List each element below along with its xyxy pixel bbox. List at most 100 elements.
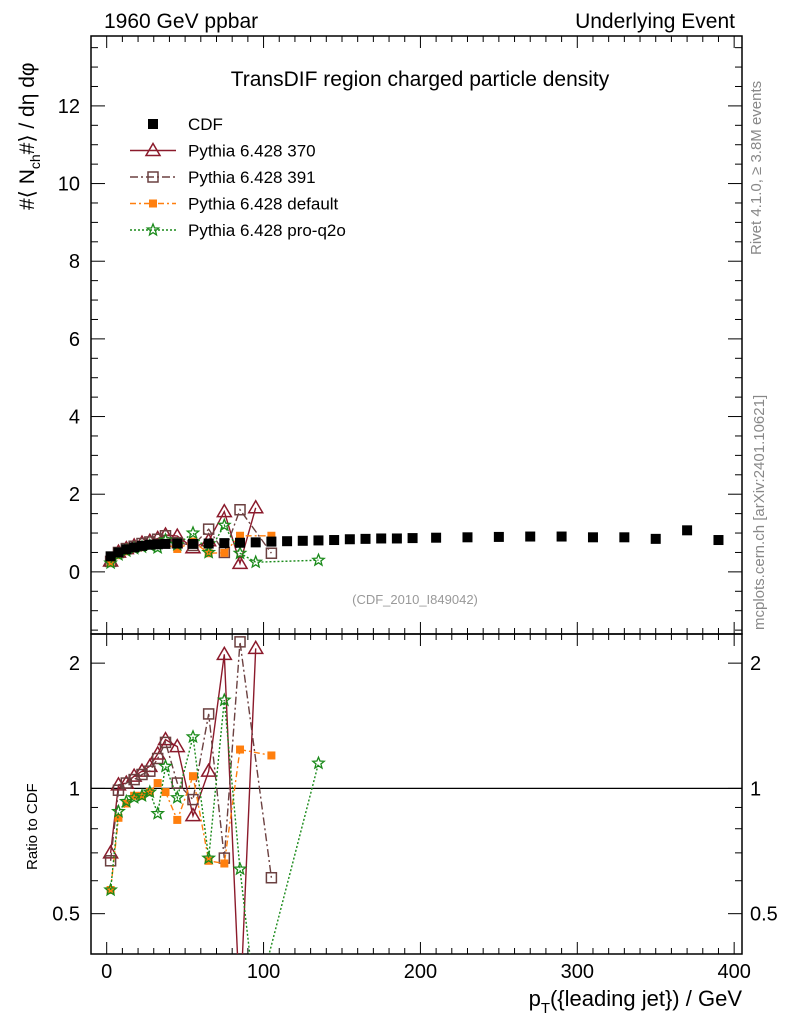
data-point xyxy=(136,540,147,551)
y-tick-label: 8 xyxy=(69,251,80,273)
ratio-plot-frame xyxy=(90,633,743,955)
data-point xyxy=(431,532,442,543)
data-point xyxy=(187,538,198,549)
y-tick-label: 6 xyxy=(69,329,80,351)
ratio-point xyxy=(169,789,185,804)
ratio-point xyxy=(265,871,278,884)
data-point xyxy=(493,531,504,542)
data-point xyxy=(587,532,598,543)
ratio-point xyxy=(153,779,162,788)
legend-label: CDF xyxy=(188,115,223,134)
data-point xyxy=(311,552,326,567)
ratio-point xyxy=(112,784,125,796)
ratio-point xyxy=(311,755,326,770)
data-point xyxy=(556,531,567,542)
y-tick-label: 4 xyxy=(69,407,80,429)
data-point xyxy=(160,538,171,549)
data-point xyxy=(201,544,217,559)
ratio-point xyxy=(130,791,139,800)
data-point xyxy=(391,533,402,544)
data-point xyxy=(360,533,371,544)
data-point xyxy=(234,503,246,516)
ratio-point xyxy=(120,777,133,789)
ratio-point xyxy=(267,751,276,760)
data-point xyxy=(219,538,230,549)
ratio-point xyxy=(188,772,197,781)
ratio-point xyxy=(234,636,246,648)
data-point xyxy=(216,503,233,518)
data-point xyxy=(329,535,340,546)
legend-item: Pythia 6.428 default xyxy=(130,195,339,214)
x-tick-label: 400 xyxy=(717,961,750,983)
data-point xyxy=(113,547,124,558)
header-left-label: 1960 GeV ppbar xyxy=(104,10,258,33)
ratio-point xyxy=(134,787,150,803)
ylabel-main-suffix: #⟩ / dη dφ xyxy=(16,62,39,154)
data-point xyxy=(265,547,278,559)
ylabel-main-sub: ch xyxy=(27,154,43,169)
legend-item: CDF xyxy=(148,115,223,134)
ratio-point xyxy=(236,745,245,754)
data-point xyxy=(462,532,473,543)
ratio-line xyxy=(109,641,273,878)
rivet-label: Rivet 4.1.0, ≥ 3.8M events xyxy=(748,81,765,255)
ratio-point xyxy=(110,803,126,818)
x-tick-label: 100 xyxy=(247,961,280,983)
data-point xyxy=(344,534,355,545)
data-point xyxy=(185,525,201,540)
ratio-pythia-6-428-pro-q2o xyxy=(103,692,326,954)
ylabel-main-prefix: #⟨ N xyxy=(16,169,39,210)
legend-marker xyxy=(149,199,157,208)
ratio-y-tick-label-left: 1 xyxy=(69,778,80,800)
data-point xyxy=(247,499,265,514)
ratio-point xyxy=(185,729,201,744)
data-point xyxy=(173,544,182,553)
analysis-watermark: (CDF_2010_I849042) xyxy=(352,592,478,607)
data-point xyxy=(525,531,536,542)
data-point xyxy=(282,536,293,547)
ratio-point xyxy=(136,768,148,781)
data-point xyxy=(297,535,308,546)
data-point xyxy=(650,533,661,544)
x-tick-label: 200 xyxy=(404,961,437,983)
data-point xyxy=(232,545,248,560)
data-point xyxy=(682,525,693,536)
data-point xyxy=(106,558,115,567)
x-tick-label: 0 xyxy=(101,961,112,983)
series-cdf xyxy=(105,525,724,562)
ratio-point xyxy=(216,645,233,661)
chart-title: TransDIF region charged particle density xyxy=(231,68,610,91)
data-point xyxy=(407,533,418,544)
legend-marker xyxy=(144,142,162,157)
data-point xyxy=(248,554,264,569)
ratio-point xyxy=(142,784,158,799)
svg-text:#⟨ Nch#⟩ / dη dφ: #⟨ Nch#⟩ / dη dφ xyxy=(16,62,43,210)
ratio-y-tick-label-right: 1 xyxy=(750,778,761,800)
mcplots-label: mcplots.cern.ch [arXiv:2401.10621] xyxy=(751,395,768,630)
ratio-point xyxy=(173,815,182,824)
ratio-point xyxy=(158,758,173,773)
data-point xyxy=(216,517,232,532)
legend-item: Pythia 6.428 391 xyxy=(130,168,316,187)
legend-label: Pythia 6.428 pro-q2o xyxy=(188,221,346,240)
ratio-point xyxy=(161,788,170,797)
data-point xyxy=(236,531,245,540)
ratio-line xyxy=(109,700,320,954)
data-point xyxy=(713,535,724,546)
data-point xyxy=(235,537,246,548)
y-axis-label-ratio: Ratio to CDF xyxy=(24,783,41,870)
x-tick-label: 300 xyxy=(561,961,594,983)
data-point xyxy=(202,523,215,535)
series-line xyxy=(110,507,257,566)
x-axis-label: pT({leading jet}) / GeV xyxy=(529,986,743,1017)
ratio-point xyxy=(103,882,118,897)
ratio-y-tick-label-right: 2 xyxy=(750,653,761,675)
legend-label: Pythia 6.428 391 xyxy=(188,168,316,187)
legend: CDF Pythia 6.428 370 Pythia 6.428 391 Pythi… xyxy=(130,115,346,240)
data-point xyxy=(121,544,132,555)
ratio-point xyxy=(118,793,134,808)
data-point xyxy=(203,538,214,549)
data-point xyxy=(129,542,140,553)
